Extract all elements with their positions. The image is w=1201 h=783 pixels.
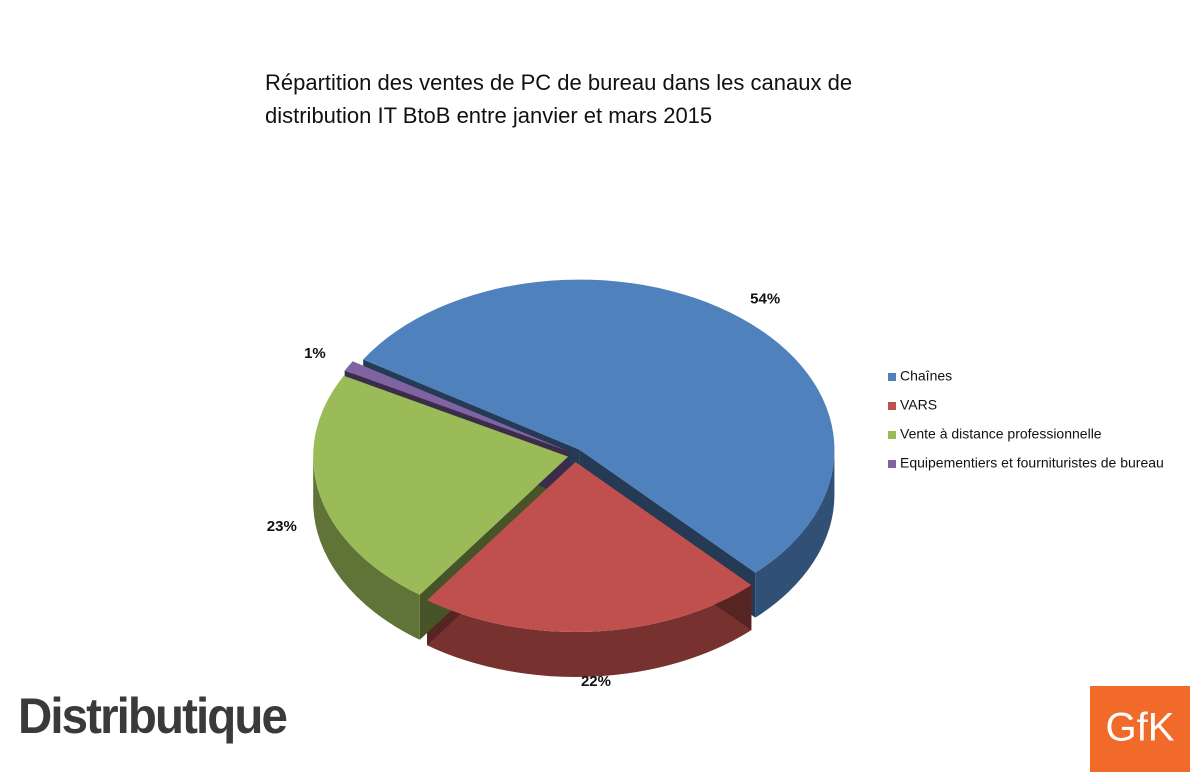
slice xyxy=(363,279,835,573)
logo-gfk: GfK xyxy=(1106,706,1175,750)
legend-swatch xyxy=(888,373,896,381)
slice-tops xyxy=(313,279,835,632)
logo-distributique: Distributique xyxy=(18,688,287,744)
legend-label: Vente à distance professionnelle xyxy=(900,426,1102,442)
chart-title: Répartition des ventes de PC de bureau d… xyxy=(265,70,853,128)
data-label: 22% xyxy=(581,673,611,690)
data-label: 1% xyxy=(304,345,326,362)
legend-swatch xyxy=(888,431,896,439)
data-label: 23% xyxy=(267,518,297,535)
slice-side xyxy=(427,585,752,677)
legend-label: Equipementiers et fournituristes de bure… xyxy=(900,455,1164,471)
legend-swatch xyxy=(888,460,896,468)
slice xyxy=(344,361,569,452)
logo-gfk-box xyxy=(1090,686,1190,772)
slice-side xyxy=(755,449,835,618)
legend-label: VARS xyxy=(900,397,937,413)
slice-side xyxy=(313,456,420,640)
slice xyxy=(313,375,569,595)
legend-label: Chaînes xyxy=(900,368,952,384)
data-label: 54% xyxy=(750,291,780,308)
slice xyxy=(427,461,752,632)
legend-swatch xyxy=(888,402,896,410)
